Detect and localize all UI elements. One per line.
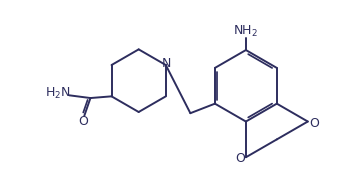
Text: NH$_2$: NH$_2$ (233, 23, 258, 39)
Text: H$_2$N: H$_2$N (45, 86, 70, 101)
Text: O: O (79, 115, 89, 128)
Text: O: O (309, 117, 319, 130)
Text: N: N (161, 57, 171, 70)
Text: O: O (235, 152, 245, 166)
